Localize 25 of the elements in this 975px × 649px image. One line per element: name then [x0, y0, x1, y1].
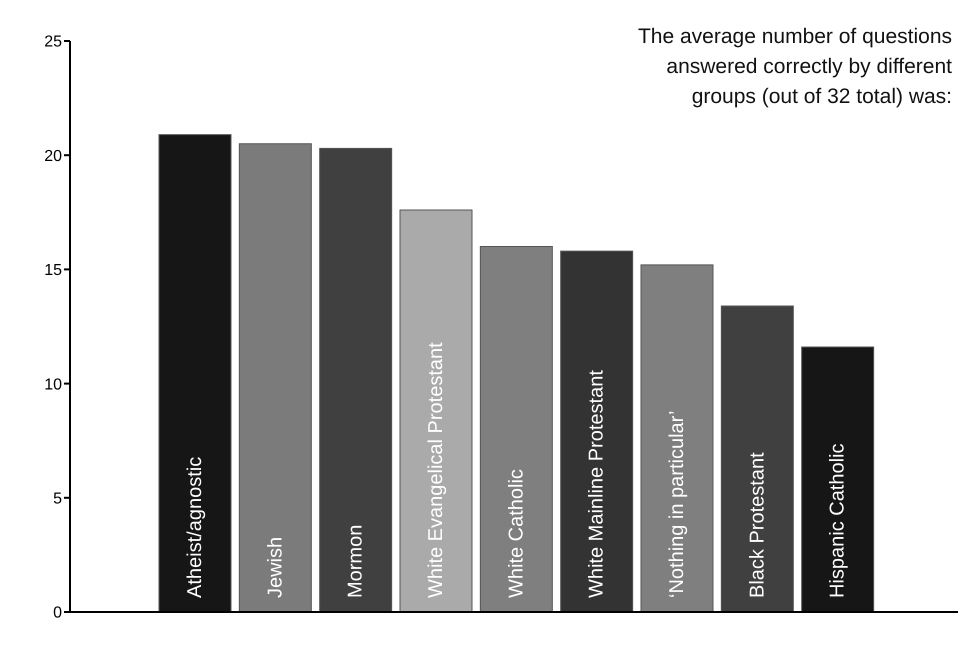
- y-tick-label: 0: [53, 604, 62, 622]
- bar: [400, 210, 472, 612]
- x-tick-label: Black Protestant: [746, 452, 768, 598]
- x-tick-label: White Evangelical Protestant: [425, 342, 447, 598]
- bar: [480, 246, 553, 612]
- x-tick-label: Jewish: [264, 536, 286, 598]
- y-tick-label: 10: [44, 376, 62, 394]
- bar: [801, 346, 874, 612]
- x-tick-label: Mormon: [344, 524, 367, 598]
- y-tick-label: 20: [44, 148, 62, 165]
- text: The average number of questions answered correctly by different groups (out of 32 total) was:: [636, 24, 952, 110]
- y-tick-label: 25: [44, 34, 62, 51]
- x-tick-label: Hispanic Catholic: [826, 443, 849, 598]
- x-tick-label: Atheist/agnostic: [184, 456, 206, 598]
- x-tick-label: White Mainline Protestant: [586, 370, 608, 598]
- bar: [560, 250, 634, 612]
- y-tick-label: 15: [44, 262, 62, 280]
- bar: [720, 305, 794, 612]
- y-tick-label: 5: [53, 490, 62, 508]
- bar: [640, 264, 714, 612]
- x-tick-label: White Catholic: [505, 469, 528, 598]
- bar: [238, 143, 312, 612]
- bar: [158, 134, 232, 612]
- bar: [319, 148, 392, 612]
- x-tick-label: ‘Nothing in particular’: [666, 410, 688, 598]
